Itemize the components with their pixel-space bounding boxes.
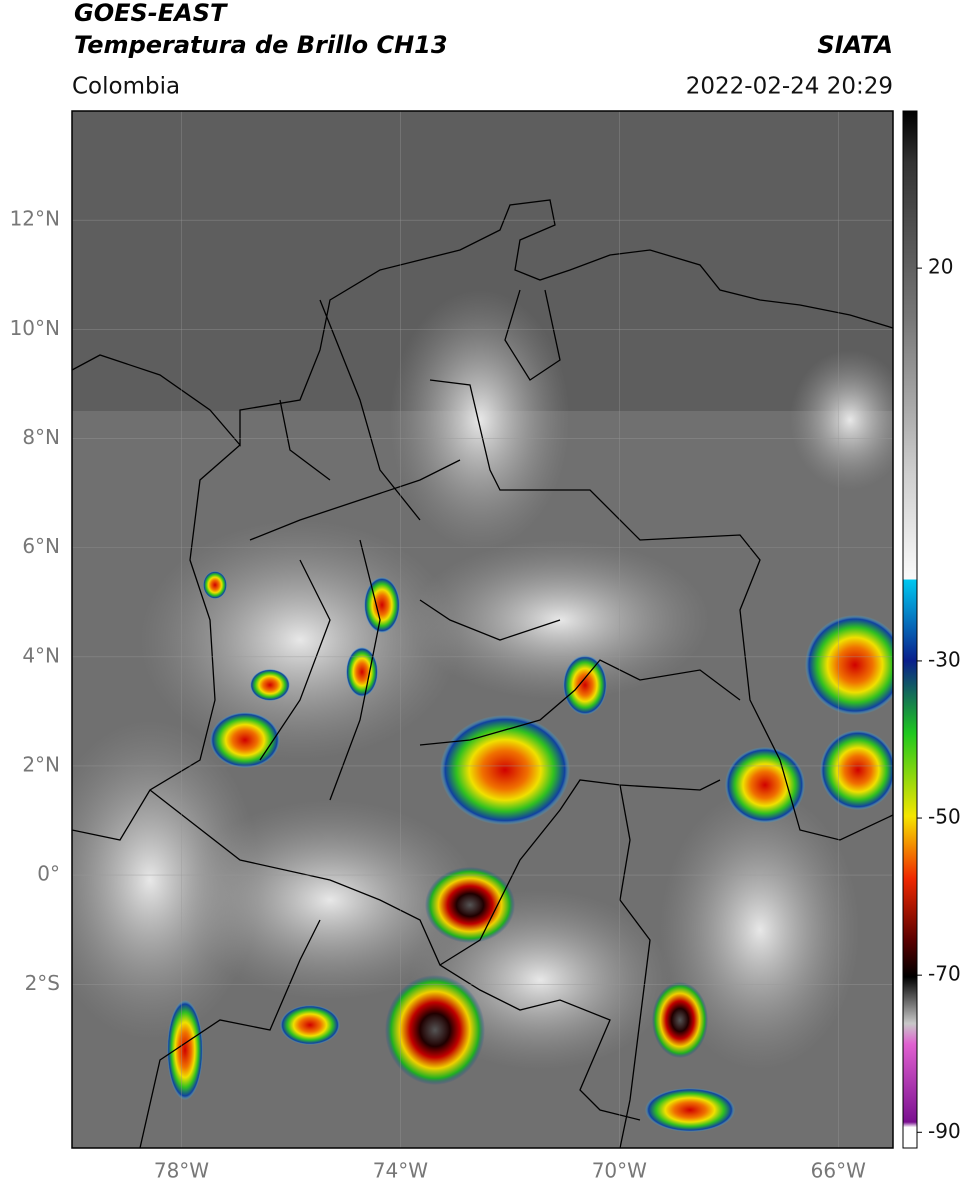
lat-tick-label: 12°N bbox=[10, 207, 60, 231]
lat-tick-label: 4°N bbox=[22, 643, 60, 667]
lat-tick-label: 10°N bbox=[10, 316, 60, 340]
colorbar-tick-label: -70 bbox=[928, 962, 961, 986]
source: SIATA bbox=[817, 31, 893, 59]
title: GOES-EAST bbox=[74, 0, 228, 27]
lon-tick-label: 74°W bbox=[373, 1159, 428, 1183]
colorbar-tick-label: -30 bbox=[928, 647, 961, 671]
satellite-image bbox=[72, 111, 893, 1148]
lon-tick-label: 66°W bbox=[811, 1159, 866, 1183]
datetime: 2022-02-24 20:29 bbox=[686, 74, 893, 100]
lat-tick-label: 0° bbox=[37, 862, 60, 886]
lat-tick-label: 8°N bbox=[22, 425, 60, 449]
colorbar-tick-label: 20 bbox=[928, 255, 953, 279]
lat-tick-label: 6°N bbox=[22, 534, 60, 558]
lon-tick-label: 70°W bbox=[592, 1159, 647, 1183]
lat-tick-label: 2°N bbox=[22, 752, 60, 776]
region: Colombia bbox=[72, 74, 180, 100]
lon-tick-label: 78°W bbox=[154, 1159, 209, 1183]
colorbar bbox=[902, 110, 918, 1149]
lat-tick-label: 2°S bbox=[25, 971, 60, 995]
map-frame bbox=[71, 110, 894, 1149]
colorbar-tick-label: -90 bbox=[928, 1119, 961, 1143]
subtitle: Temperatura de Brillo CH13 bbox=[74, 31, 448, 59]
colorbar-tick-label: -50 bbox=[928, 805, 961, 829]
